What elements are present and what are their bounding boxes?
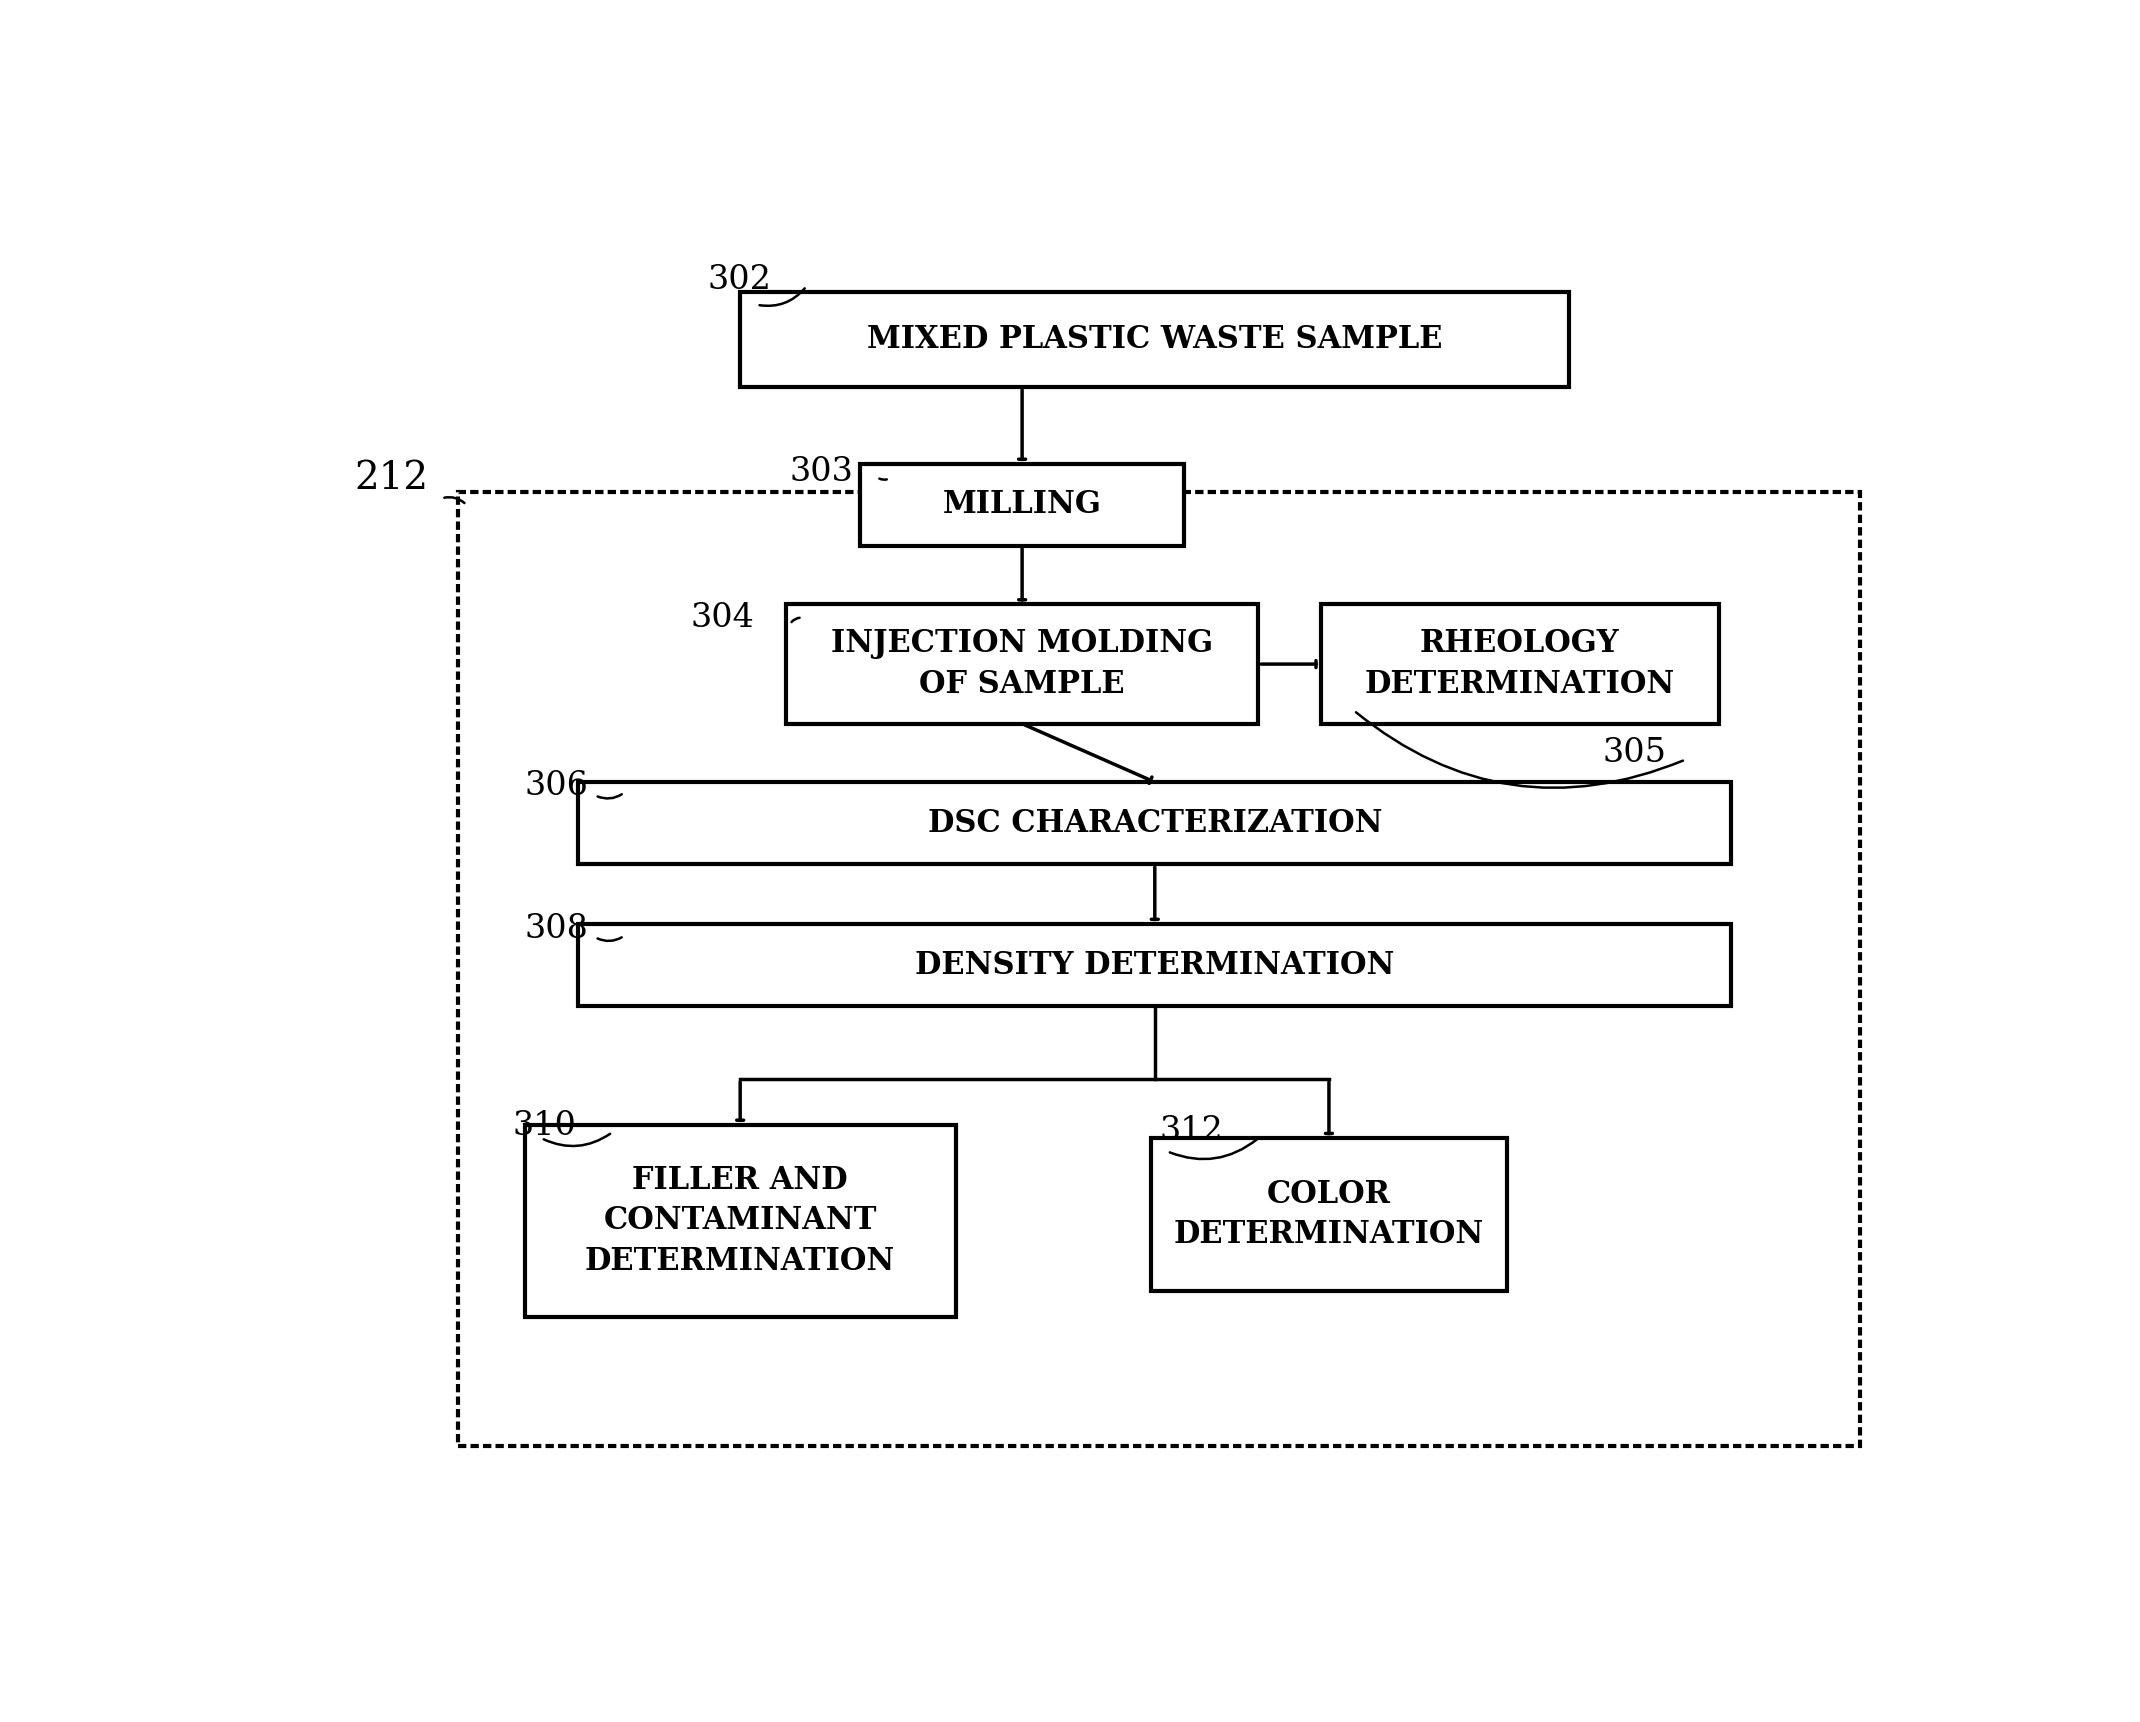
Text: 308: 308 [524,913,588,945]
Bar [1320,604,1718,723]
Bar [785,604,1258,723]
Bar [578,925,1731,1006]
Text: 312: 312 [1160,1114,1224,1147]
Bar [458,492,1860,1446]
Text: INJECTION MOLDING
OF SAMPLE: INJECTION MOLDING OF SAMPLE [830,629,1213,699]
Text: 306: 306 [524,770,588,802]
Bar [860,463,1183,546]
Text: MILLING: MILLING [944,489,1102,520]
Text: DSC CHARACTERIZATION: DSC CHARACTERIZATION [927,808,1382,839]
Text: 305: 305 [1603,737,1667,770]
Bar [524,1124,957,1317]
Text: 310: 310 [514,1109,578,1142]
Text: 303: 303 [790,456,854,487]
Text: RHEOLOGY
DETERMINATION: RHEOLOGY DETERMINATION [1365,629,1676,699]
Text: FILLER AND
CONTAMINANT
DETERMINATION: FILLER AND CONTAMINANT DETERMINATION [584,1164,895,1278]
Bar [1151,1138,1507,1290]
Text: DENSITY DETERMINATION: DENSITY DETERMINATION [916,949,1395,980]
Text: COLOR
DETERMINATION: COLOR DETERMINATION [1175,1178,1483,1250]
Bar [578,782,1731,864]
Text: 212: 212 [355,460,428,498]
Text: 304: 304 [691,601,753,634]
Bar [740,291,1569,387]
Text: MIXED PLASTIC WASTE SAMPLE: MIXED PLASTIC WASTE SAMPLE [867,324,1442,355]
Text: 302: 302 [706,263,770,296]
